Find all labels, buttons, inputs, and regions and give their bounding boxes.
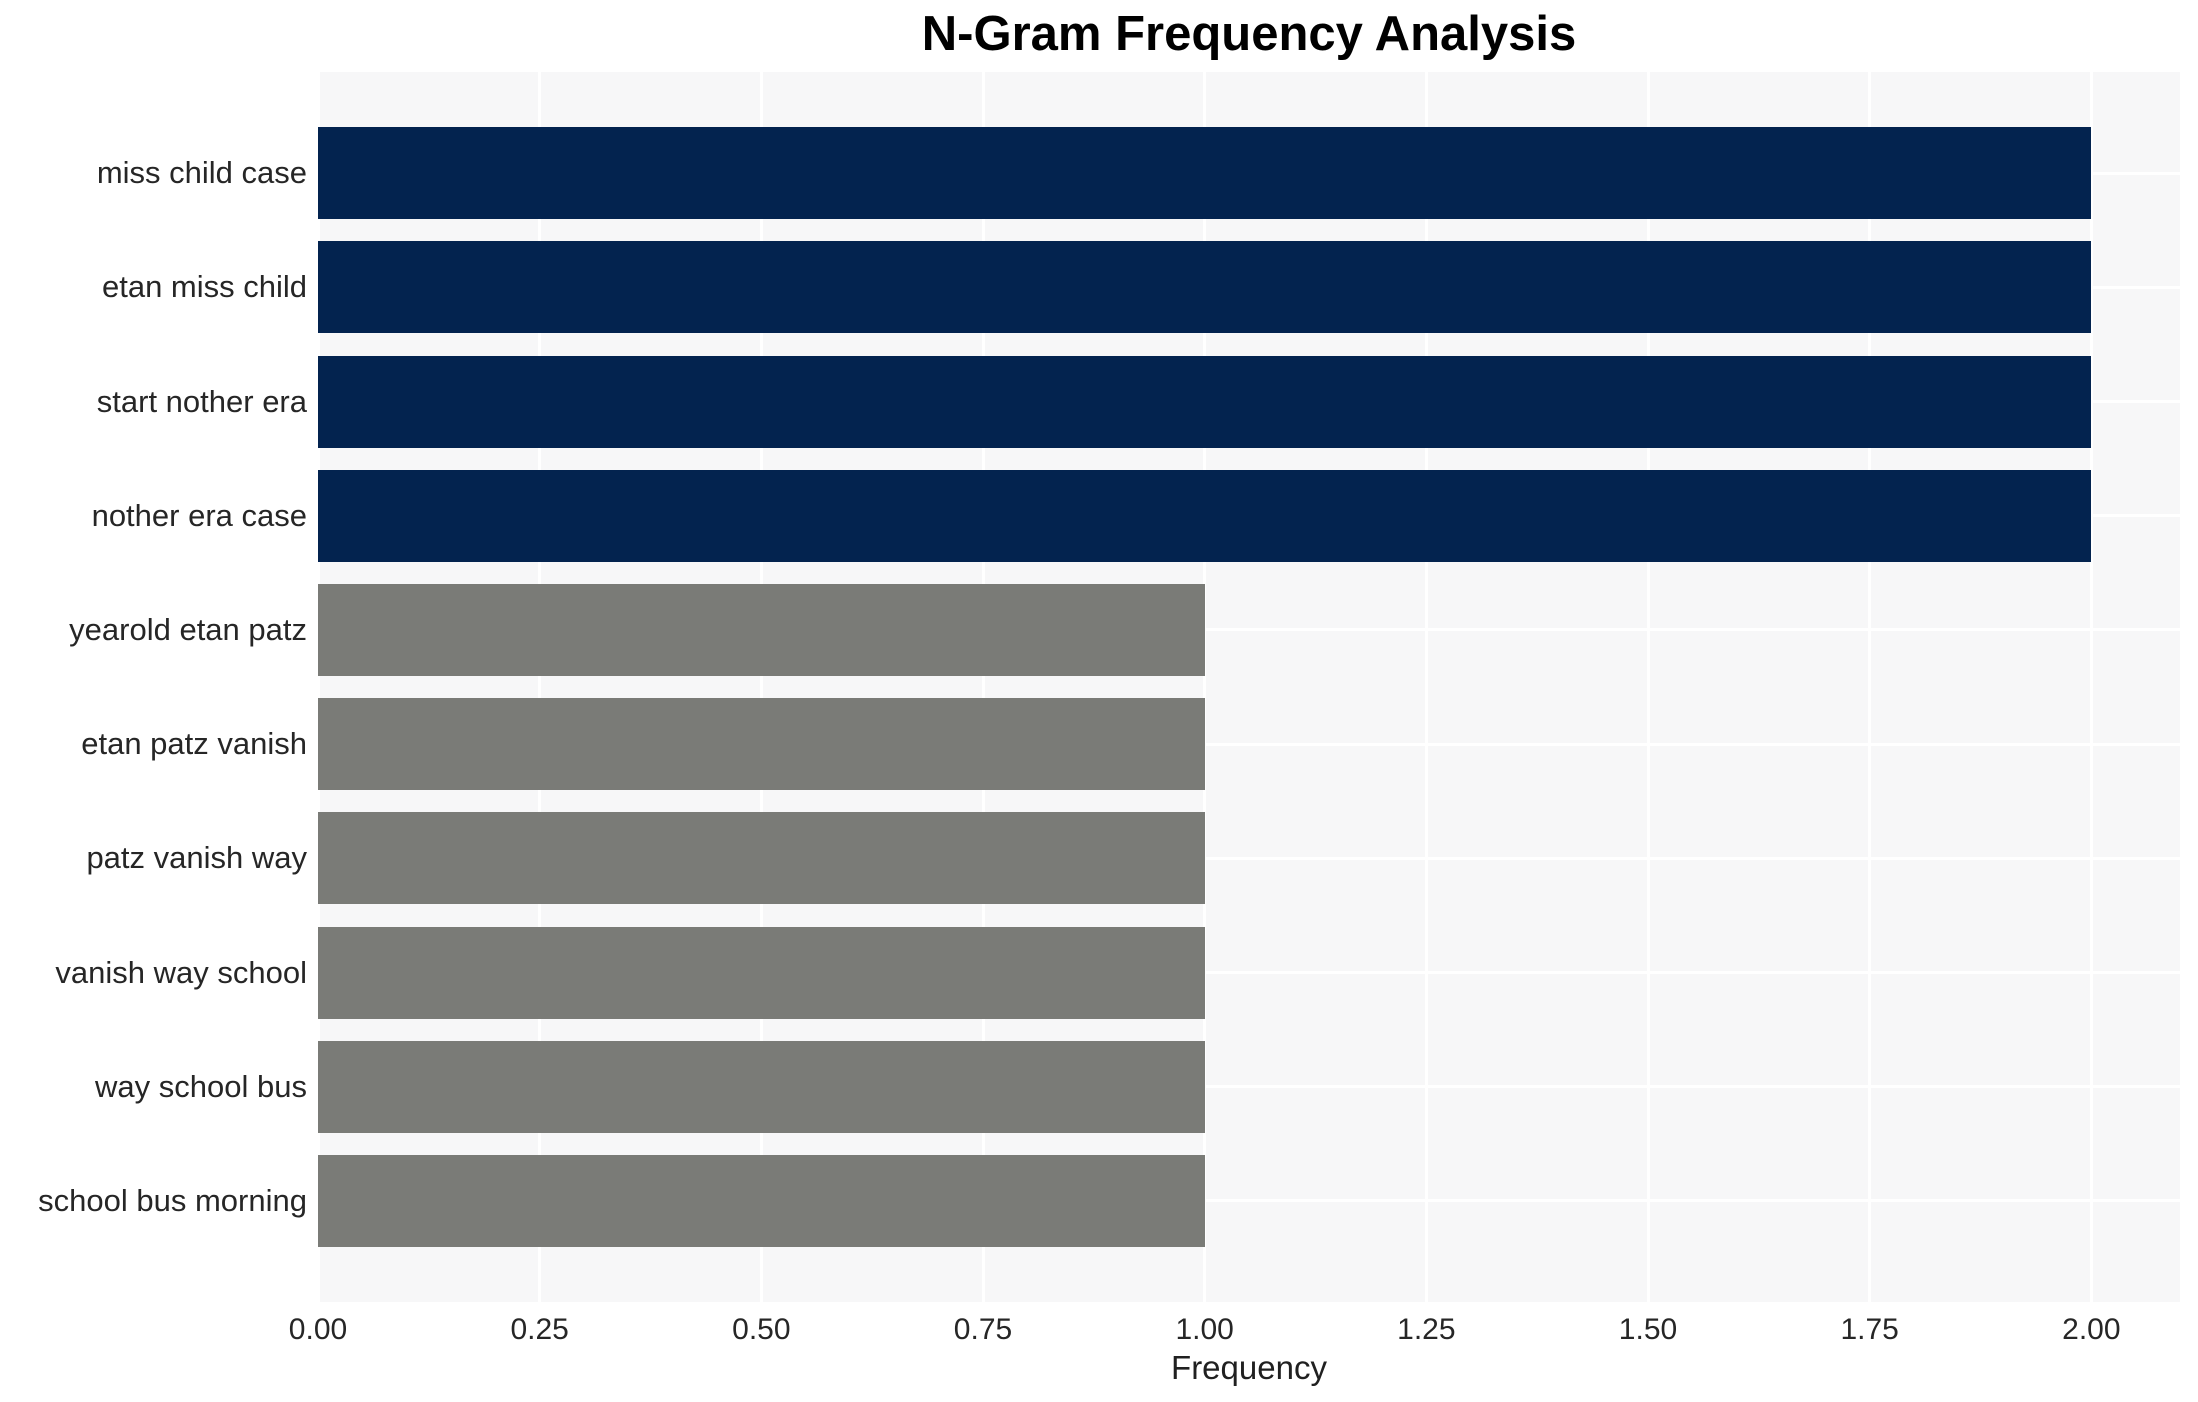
bar xyxy=(318,1040,1205,1133)
vertical-gridline xyxy=(318,72,320,1302)
vertical-gridline xyxy=(2089,72,2093,1302)
vertical-gridline xyxy=(538,72,542,1302)
x-axis-label: Frequency xyxy=(1171,1349,1327,1386)
horizontal-gridline xyxy=(318,971,2180,974)
horizontal-gridline xyxy=(318,628,2180,632)
horizontal-gridline xyxy=(318,1199,2180,1203)
horizontal-gridline xyxy=(318,742,2180,746)
bar xyxy=(318,812,1205,905)
bar xyxy=(318,1154,1205,1247)
y-tick-label: etan miss child xyxy=(101,269,307,305)
x-tick-label: 2.00 xyxy=(2062,1313,2121,1346)
horizontal-gridline xyxy=(318,856,2180,860)
y-tick-label: school bus morning xyxy=(38,1182,307,1218)
x-tick-label: 0.50 xyxy=(732,1313,791,1346)
bar xyxy=(318,698,1205,791)
y-tick-label: start nother era xyxy=(96,383,307,419)
x-tick-label: 1.75 xyxy=(1840,1313,1899,1346)
vertical-gridline xyxy=(981,72,985,1302)
y-tick-label: patz vanish way xyxy=(86,840,307,876)
x-tick-label: 1.50 xyxy=(1618,1313,1678,1346)
bar xyxy=(318,583,1205,676)
x-tick-label: 1.00 xyxy=(1175,1313,1234,1346)
y-tick-label: miss child case xyxy=(96,155,307,191)
vertical-gridline xyxy=(1646,72,1650,1302)
y-tick-label: etan patz vanish xyxy=(81,726,307,762)
x-tick-label: 0.25 xyxy=(510,1313,569,1346)
bar xyxy=(318,926,1205,1019)
vertical-gridline xyxy=(1203,72,1207,1302)
bar xyxy=(318,241,2092,334)
bar xyxy=(318,127,2092,220)
x-tick-label: 1.25 xyxy=(1397,1313,1456,1346)
y-tick-label: nother era case xyxy=(91,497,307,533)
bar xyxy=(318,355,2092,448)
chart-title: N-Gram Frequency Analysis xyxy=(921,7,1577,61)
y-tick-label: way school bus xyxy=(95,1068,307,1104)
vertical-gridline xyxy=(1424,72,1428,1302)
bar xyxy=(318,469,2092,562)
vertical-gridline xyxy=(1868,72,1872,1302)
horizontal-gridline xyxy=(318,1085,2180,1089)
plot-area xyxy=(318,72,2180,1302)
vertical-gridline xyxy=(759,72,763,1302)
x-tick-label: 0.00 xyxy=(288,1313,348,1346)
y-tick-label: vanish way school xyxy=(55,954,307,990)
y-tick-label: yearold etan patz xyxy=(69,611,307,647)
x-tick-label: 0.75 xyxy=(953,1313,1013,1346)
